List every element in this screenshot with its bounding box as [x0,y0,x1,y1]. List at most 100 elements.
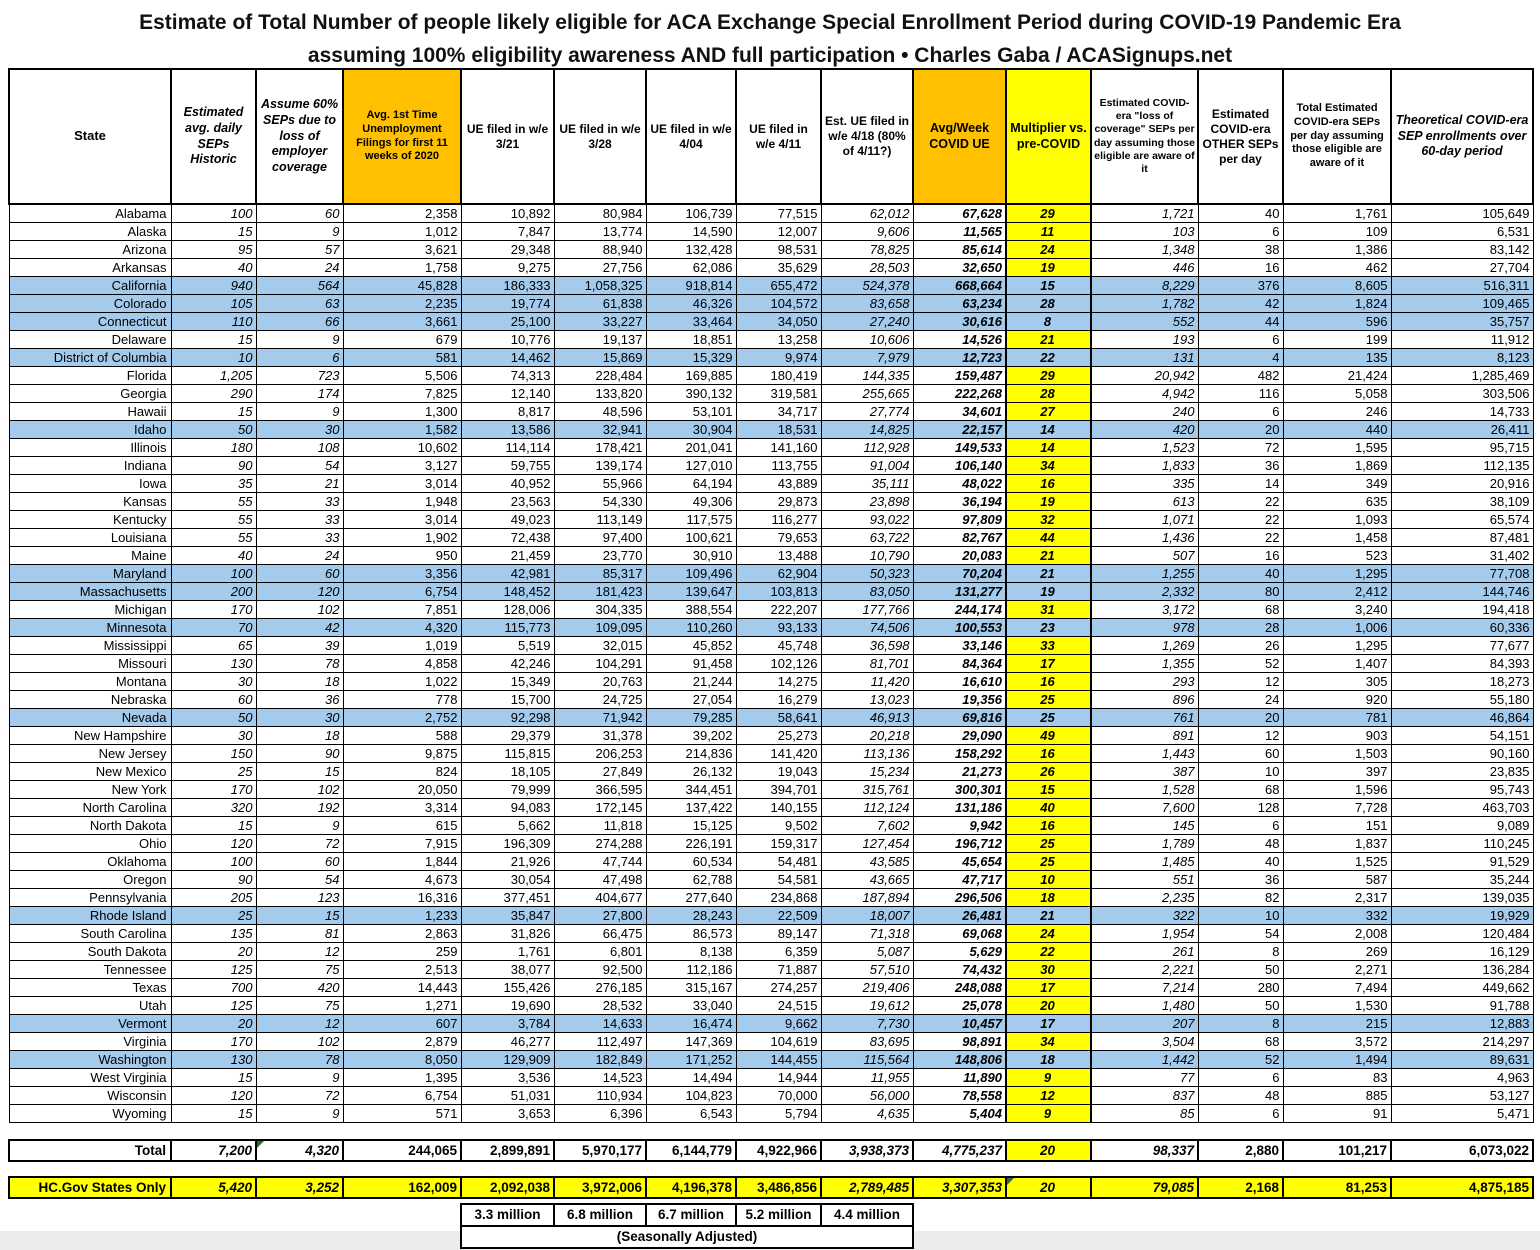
cell-value[interactable]: 45,852 [645,636,737,655]
cell-value[interactable]: 2,513 [342,960,462,979]
cell-value[interactable]: 305 [1282,672,1392,691]
cell-state-label[interactable]: Oregon [8,870,172,889]
cell-value[interactable]: 49 [1005,726,1092,745]
cell-value[interactable]: 6 [1197,402,1284,421]
cell-value[interactable]: 83,658 [820,294,914,313]
cell-value[interactable]: 54,330 [553,492,647,511]
cell-value[interactable]: 20 [1197,708,1284,727]
cell-value[interactable]: 155,426 [460,978,555,997]
cell-value[interactable]: 27,756 [553,258,647,277]
cell-value[interactable]: 2,789,485 [820,1176,914,1199]
cell-value[interactable]: 668,664 [912,276,1007,295]
cell-value[interactable]: 277,640 [645,888,737,907]
cell-state-label[interactable]: Colorado [8,294,172,313]
cell-value[interactable]: 35,629 [735,258,822,277]
cell-value[interactable]: 20 [1005,996,1092,1015]
cell-value[interactable]: 77 [1090,1068,1199,1087]
cell-value[interactable]: 14,633 [553,1014,647,1033]
cell-value[interactable]: 40 [170,258,257,277]
cell-value[interactable]: 35,111 [820,474,914,493]
cell-value[interactable]: 46,326 [645,294,737,313]
cell-value[interactable]: 116 [1197,384,1284,403]
cell-value[interactable]: 50 [170,708,257,727]
cell-value[interactable]: 100 [170,203,257,223]
cell-value[interactable]: 1,596 [1282,780,1392,799]
cell-value[interactable]: 106,140 [912,456,1007,475]
cell-value[interactable]: 26 [1005,762,1092,781]
cell-value[interactable]: 25,078 [912,996,1007,1015]
cell-value[interactable]: 10,606 [820,330,914,349]
cell-value[interactable]: 3,252 [255,1176,344,1199]
cell-value[interactable]: 22 [1197,528,1284,547]
cell-value[interactable]: 137,422 [645,798,737,817]
cell-value[interactable]: 125 [170,960,257,979]
cell-value[interactable]: 4,635 [820,1104,914,1123]
cell-value[interactable]: 79,085 [1090,1176,1199,1199]
cell-value[interactable]: 79,285 [645,708,737,727]
cell-value[interactable]: 36,194 [912,492,1007,511]
cell-value[interactable]: 72 [1197,438,1284,457]
cell-value[interactable]: 1,761 [460,942,555,961]
cell-value[interactable]: 25 [1005,834,1092,853]
cell-value[interactable]: 222,268 [912,384,1007,403]
cell-value[interactable]: 1,530 [1282,996,1392,1015]
cell-value[interactable]: 9 [255,330,344,349]
cell-value[interactable]: 172,145 [553,798,647,817]
cell-value[interactable]: 71,887 [735,960,822,979]
cell-value[interactable]: 18,531 [735,420,822,439]
cell-value[interactable]: 1,948 [342,492,462,511]
cell-value[interactable]: 15 [1005,276,1092,295]
cell-value[interactable]: 14 [1005,420,1092,439]
cell-value[interactable]: 19,043 [735,762,822,781]
cell-value[interactable]: 16 [1197,546,1284,565]
cell-value[interactable]: 19 [1005,492,1092,511]
cell-value[interactable]: 1,443 [1090,744,1199,763]
cell-value[interactable]: 28,243 [645,906,737,925]
cell-value[interactable]: 1,348 [1090,240,1199,259]
cell-state-label[interactable]: Tennessee [8,960,172,979]
cell-value[interactable]: 112,124 [820,798,914,817]
cell-value[interactable]: 1,485 [1090,852,1199,871]
cell-value[interactable]: 30,910 [645,546,737,565]
cell-value[interactable]: 28 [1005,384,1092,403]
cell-value[interactable]: 2,168 [1197,1176,1284,1199]
cell-state-label[interactable]: Alaska [8,222,172,241]
cell-value[interactable]: 72 [255,834,344,853]
cell-value[interactable]: 109,496 [645,564,737,583]
cell-value[interactable]: 18 [1005,888,1092,907]
cell-value[interactable]: 112,186 [645,960,737,979]
cell-value[interactable]: 269 [1282,942,1392,961]
cell-value[interactable]: 950 [342,546,462,565]
cell-value[interactable]: 3,972,006 [553,1176,647,1199]
cell-value[interactable]: 82 [1197,888,1284,907]
cell-value[interactable]: 13,586 [460,420,555,439]
cell-value[interactable]: 290 [170,384,257,403]
cell-value[interactable]: 46,913 [820,708,914,727]
cell-value[interactable]: 44 [1005,528,1092,547]
cell-value[interactable]: 1,233 [342,906,462,925]
cell-value[interactable]: 47,744 [553,852,647,871]
cell-value[interactable]: 27,240 [820,312,914,331]
cell-value[interactable]: 16,610 [912,672,1007,691]
cell-value[interactable]: 920 [1282,690,1392,709]
cell-value[interactable]: 3,307,353 [912,1176,1007,1199]
cell-value[interactable]: 14,526 [912,330,1007,349]
cell-value[interactable]: 60 [255,203,344,223]
cell-value[interactable]: 57 [255,240,344,259]
cell-value[interactable]: 169,885 [645,366,737,385]
cell-value[interactable]: 1,407 [1282,654,1392,673]
cell-value[interactable]: 8,123 [1390,348,1534,367]
cell-value[interactable]: 83,695 [820,1032,914,1051]
cell-value[interactable]: 82,767 [912,528,1007,547]
cell-value[interactable]: 29 [1005,203,1092,223]
cell-value[interactable]: 228,484 [553,366,647,385]
col-header-ue-321[interactable]: UE filed in w/e 3/21 [460,68,555,205]
cell-state-label[interactable]: Montana [8,672,172,691]
cell-value[interactable]: 11,818 [553,816,647,835]
col-header-ue-411[interactable]: UE filed in w/e 4/11 [735,68,822,205]
cell-value[interactable]: 15 [170,222,257,241]
cell-value[interactable]: 19,774 [460,294,555,313]
cell-value[interactable]: 36 [255,690,344,709]
cell-value[interactable]: 21,244 [645,672,737,691]
cell-value[interactable]: 16,129 [1390,942,1534,961]
